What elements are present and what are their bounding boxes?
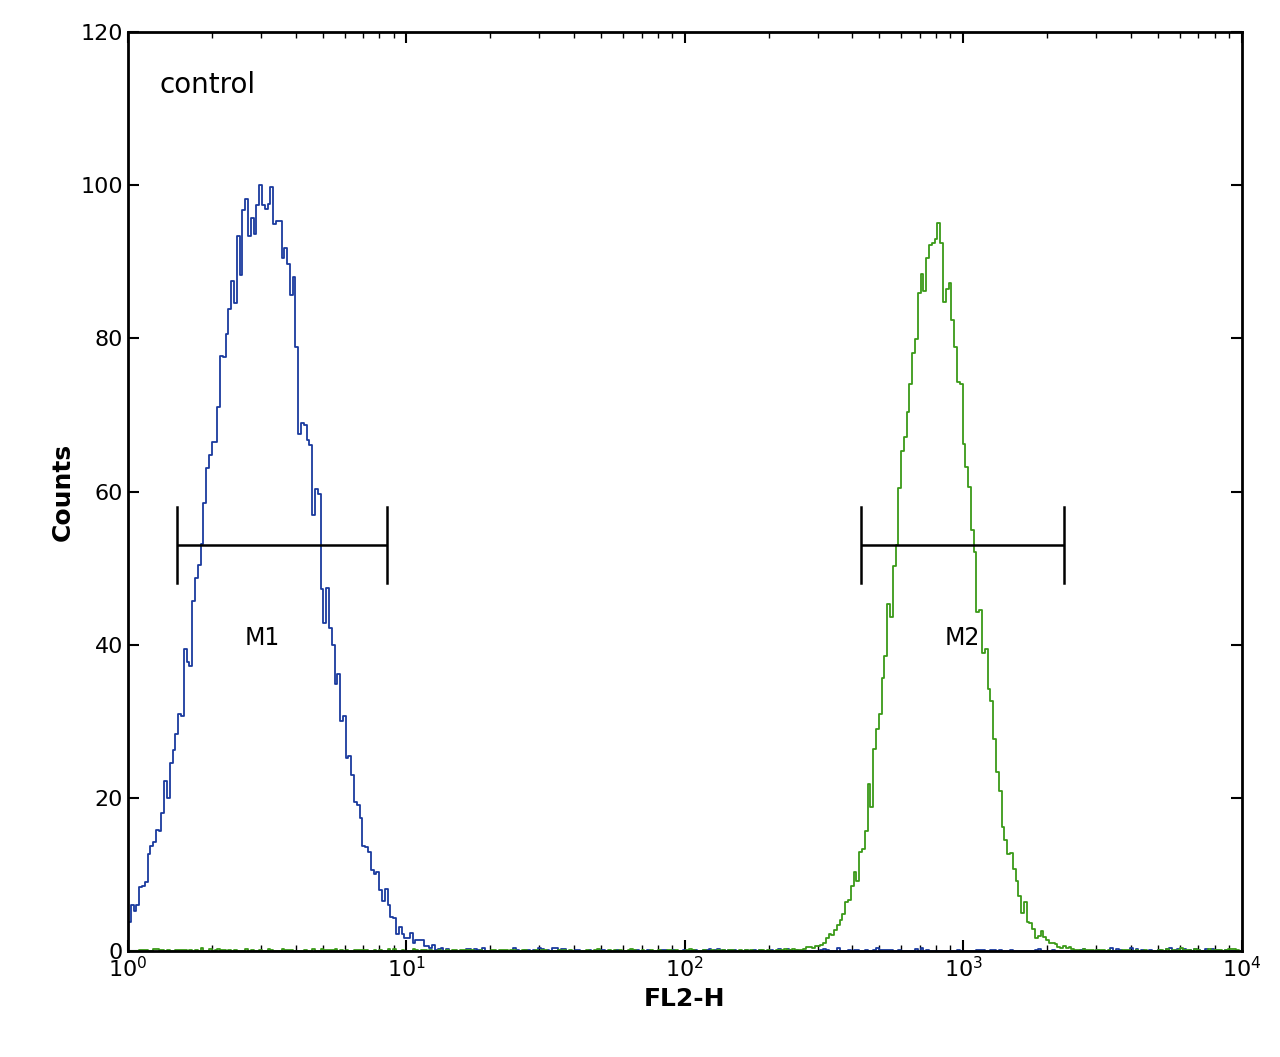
X-axis label: FL2-H: FL2-H	[644, 987, 726, 1010]
Text: control: control	[160, 71, 256, 99]
Text: M1: M1	[244, 626, 280, 650]
Text: M2: M2	[945, 626, 980, 650]
Y-axis label: Counts: Counts	[51, 443, 76, 540]
